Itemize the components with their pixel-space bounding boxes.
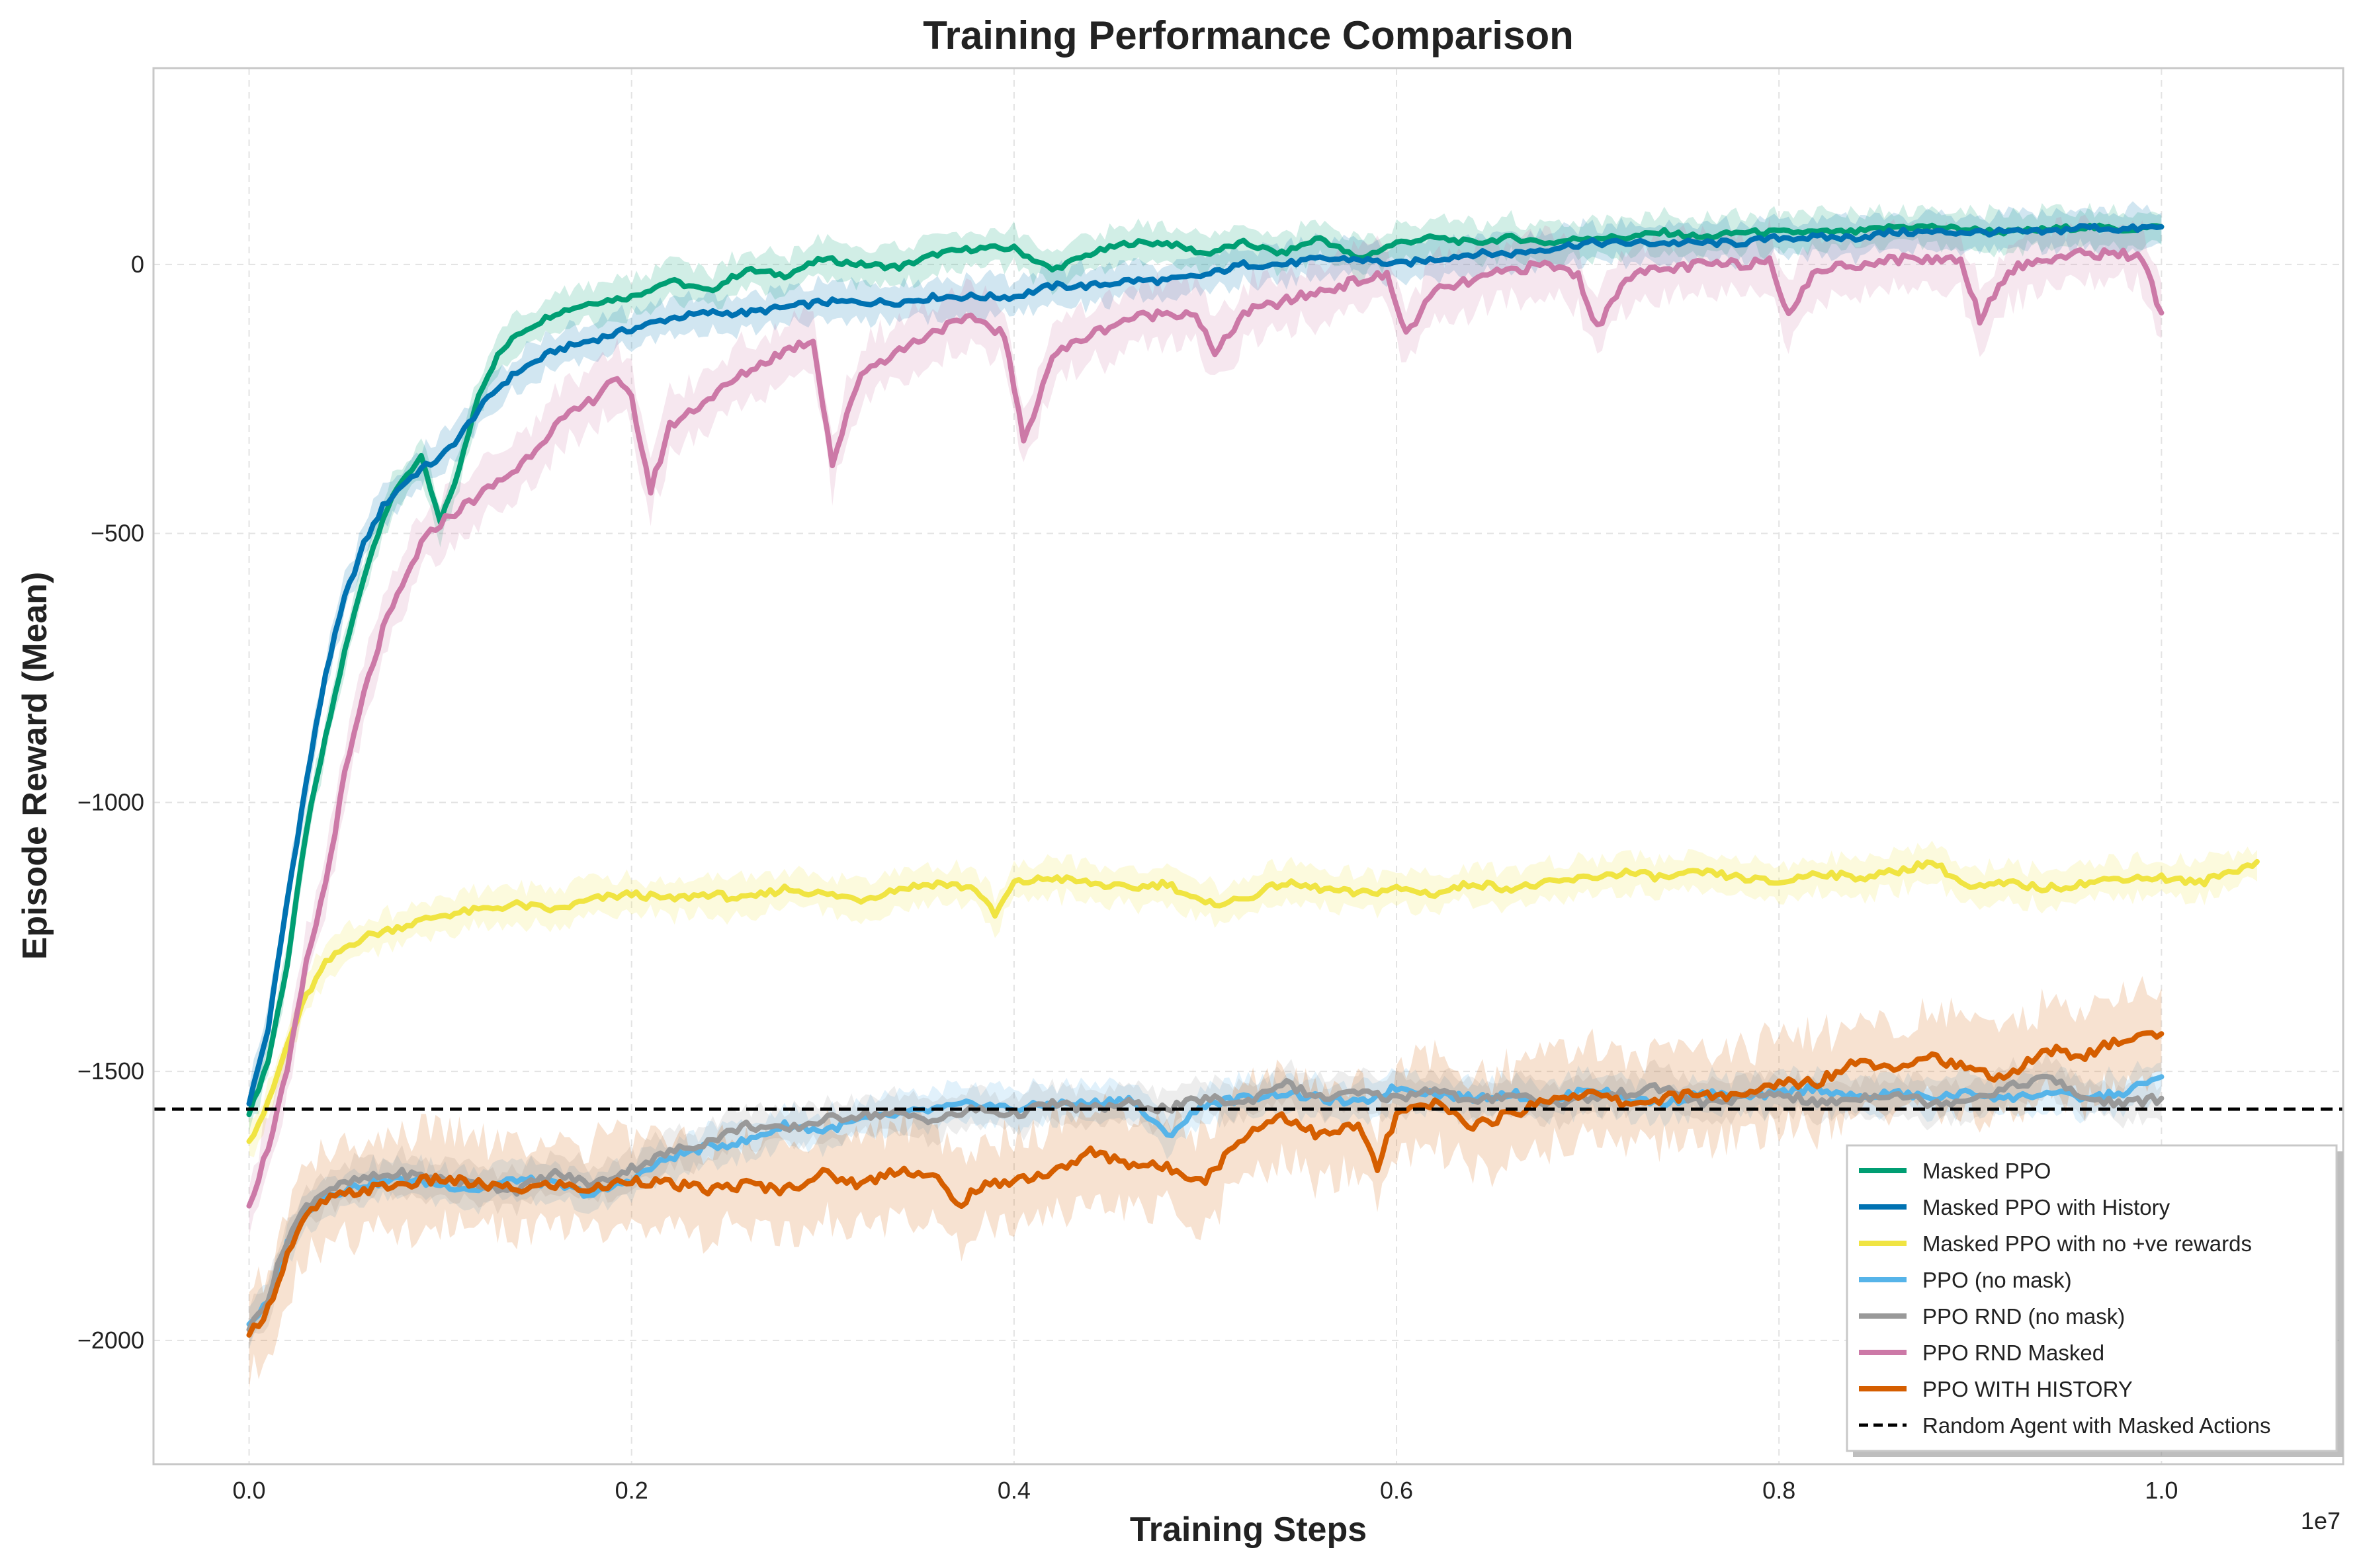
confidence-band [249,841,2257,1157]
series-line [246,222,2165,1106]
y-tick-label: −1000 [77,788,144,815]
series-line [246,222,2165,1118]
y-tick-label: −500 [91,520,144,547]
x-axis-label: Training Steps [1130,1510,1367,1549]
y-axis-label: Episode Reward (Mean) [16,572,54,960]
series-line [246,247,2165,1209]
confidence-band [249,1052,2162,1346]
legend-label: Random Agent with Masked Actions [1922,1413,2270,1438]
legend-label: Masked PPO [1922,1159,2051,1183]
x-offset-label: 1e7 [2301,1507,2341,1534]
plot-frame [152,67,2344,1465]
series-lines [246,222,2260,1338]
y-tick-labels: 0 −500 −1000 −1500 −2000 [77,251,144,1354]
legend-label: PPO WITH HISTORY [1922,1377,2133,1401]
x-tick-labels: 0.0 0.2 0.4 0.6 0.8 1.0 [233,1477,2178,1504]
y-tick-label: −2000 [77,1327,144,1354]
y-tick-label: 0 [131,251,144,278]
legend-label: PPO (no mask) [1922,1268,2072,1292]
x-tick-label: 0.8 [1762,1477,1795,1504]
x-tick-label: 1.0 [2145,1477,2178,1504]
x-tick-label: 0.0 [233,1477,266,1504]
legend-label: PPO RND (no mask) [1922,1304,2125,1329]
series-line [246,858,2260,1144]
confidence-band [249,214,2162,1237]
y-tick-label: −1500 [77,1057,144,1085]
legend-box [1846,1144,2338,1452]
legend-label: Masked PPO with no +ve rewards [1922,1231,2252,1256]
x-tick-label: 0.2 [615,1477,648,1504]
legend-label: Masked PPO with History [1922,1195,2170,1219]
legend: Masked PPO Masked PPO with History Masked … [1846,1144,2342,1457]
x-tick-label: 0.4 [998,1477,1031,1504]
legend-label: PPO RND Masked [1922,1341,2104,1365]
series-line [246,1073,2165,1333]
chart-title: Training Performance Comparison [923,13,1574,58]
x-tick-label: 0.6 [1380,1477,1413,1504]
series-line [246,1030,2165,1338]
